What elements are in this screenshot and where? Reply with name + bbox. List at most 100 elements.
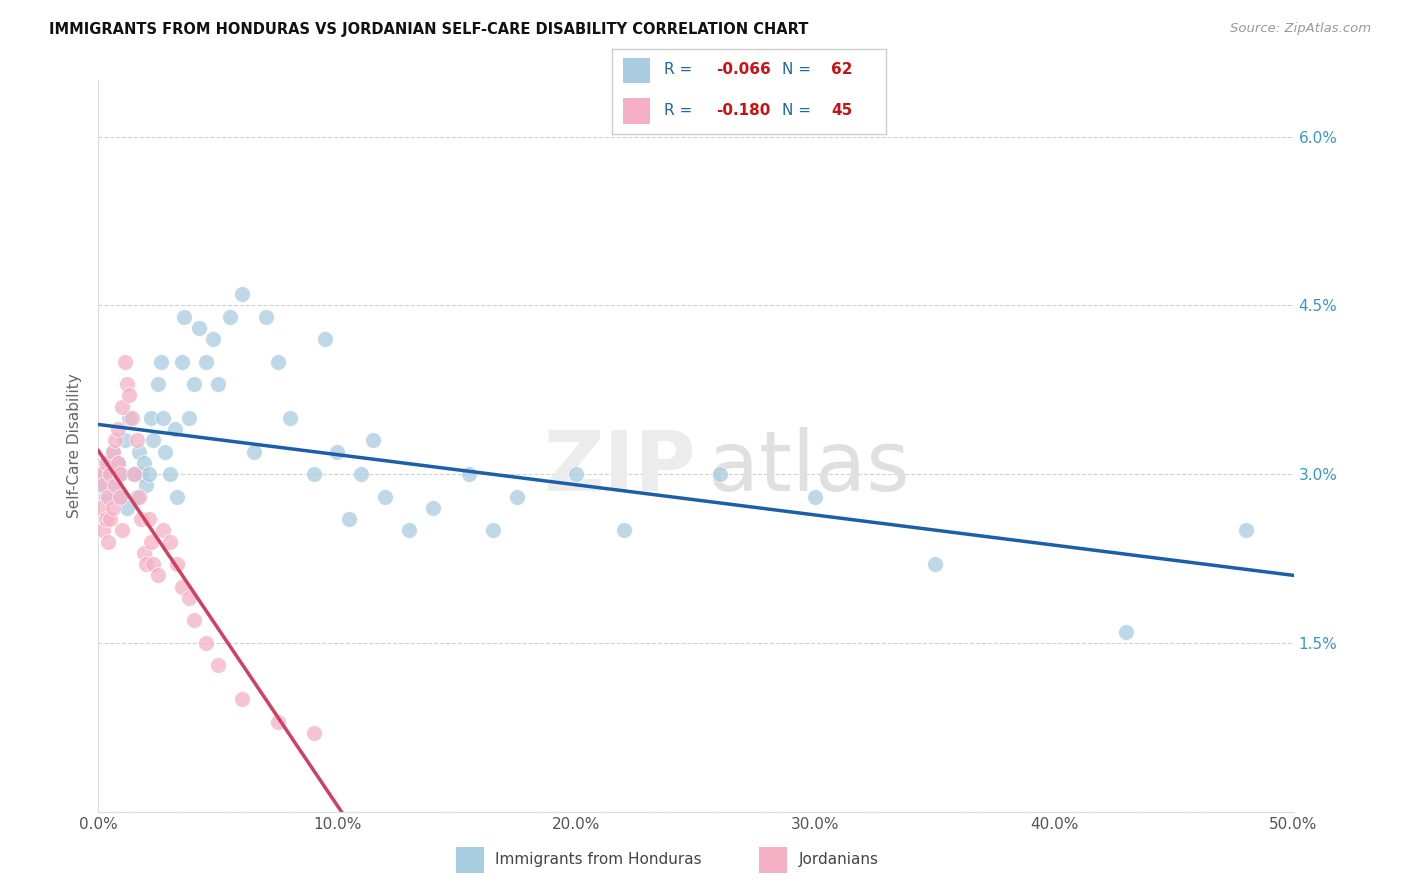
Point [339,512,360,526]
Point [302,467,325,482]
Point [97,490,120,504]
Point [98,467,122,482]
Point [172,354,194,368]
FancyBboxPatch shape [456,847,484,873]
Point [132,546,155,560]
Point [111,490,134,504]
Point [148,377,170,392]
Point [506,490,529,504]
Point [124,467,146,482]
Point [254,310,277,324]
Point [179,591,201,605]
Point [94,456,117,470]
Point [118,410,141,425]
Point [98,467,122,482]
Point [166,490,188,504]
Point [613,524,636,538]
Text: Source: ZipAtlas.com: Source: ZipAtlas.com [1230,22,1371,36]
Point [363,434,385,448]
Point [90,467,112,482]
Text: Immigrants from Honduras: Immigrants from Honduras [495,853,702,867]
Point [108,467,131,482]
Y-axis label: Self-Care Disability: Self-Care Disability [67,374,83,518]
Point [326,444,349,458]
Point [101,444,124,458]
Text: Jordanians: Jordanians [799,853,879,867]
Point [159,534,181,549]
Point [173,310,195,324]
Point [709,467,731,482]
Point [138,512,160,526]
Point [107,422,129,436]
Point [121,410,143,425]
Point [565,467,588,482]
Point [90,500,112,515]
Point [139,410,162,425]
Point [125,434,148,448]
Point [128,444,150,458]
Point [481,524,505,538]
FancyBboxPatch shape [623,58,650,83]
Point [135,557,157,571]
Text: 45: 45 [831,103,852,119]
Point [118,388,141,402]
Point [94,512,117,526]
Point [91,478,114,492]
Point [194,636,218,650]
Point [111,524,134,538]
Point [267,714,290,729]
Point [207,377,229,392]
Text: -0.180: -0.180 [716,103,770,119]
Point [114,434,136,448]
Point [924,557,946,571]
Point [142,434,165,448]
Point [152,524,174,538]
Text: R =: R = [664,62,697,78]
Point [302,726,325,740]
Point [107,456,129,470]
Point [219,310,242,324]
Point [187,321,209,335]
Point [350,467,373,482]
Point [231,692,253,706]
Point [142,557,165,571]
Point [1115,624,1137,639]
Point [804,490,827,504]
Point [91,478,114,492]
Point [278,410,301,425]
Point [374,490,396,504]
Text: N =: N = [782,103,815,119]
Point [131,467,153,482]
Point [91,524,114,538]
Point [115,500,138,515]
Point [114,354,136,368]
Point [155,444,177,458]
Point [458,467,481,482]
Point [152,410,174,425]
Point [115,377,138,392]
Text: ZIP: ZIP [544,427,696,508]
Point [179,410,201,425]
Point [111,400,134,414]
Point [159,467,181,482]
Point [132,456,155,470]
Point [1234,524,1257,538]
Point [90,467,112,482]
Point [94,490,117,504]
Point [183,377,205,392]
Point [267,354,290,368]
Point [101,444,124,458]
Point [125,490,148,504]
Point [163,422,186,436]
Text: atlas: atlas [709,427,910,508]
Point [104,434,127,448]
Point [139,534,162,549]
Point [207,658,229,673]
Point [138,467,160,482]
Point [97,456,120,470]
Point [231,287,253,301]
Point [183,614,205,628]
Text: -0.066: -0.066 [716,62,770,78]
Point [98,512,122,526]
Point [108,490,131,504]
